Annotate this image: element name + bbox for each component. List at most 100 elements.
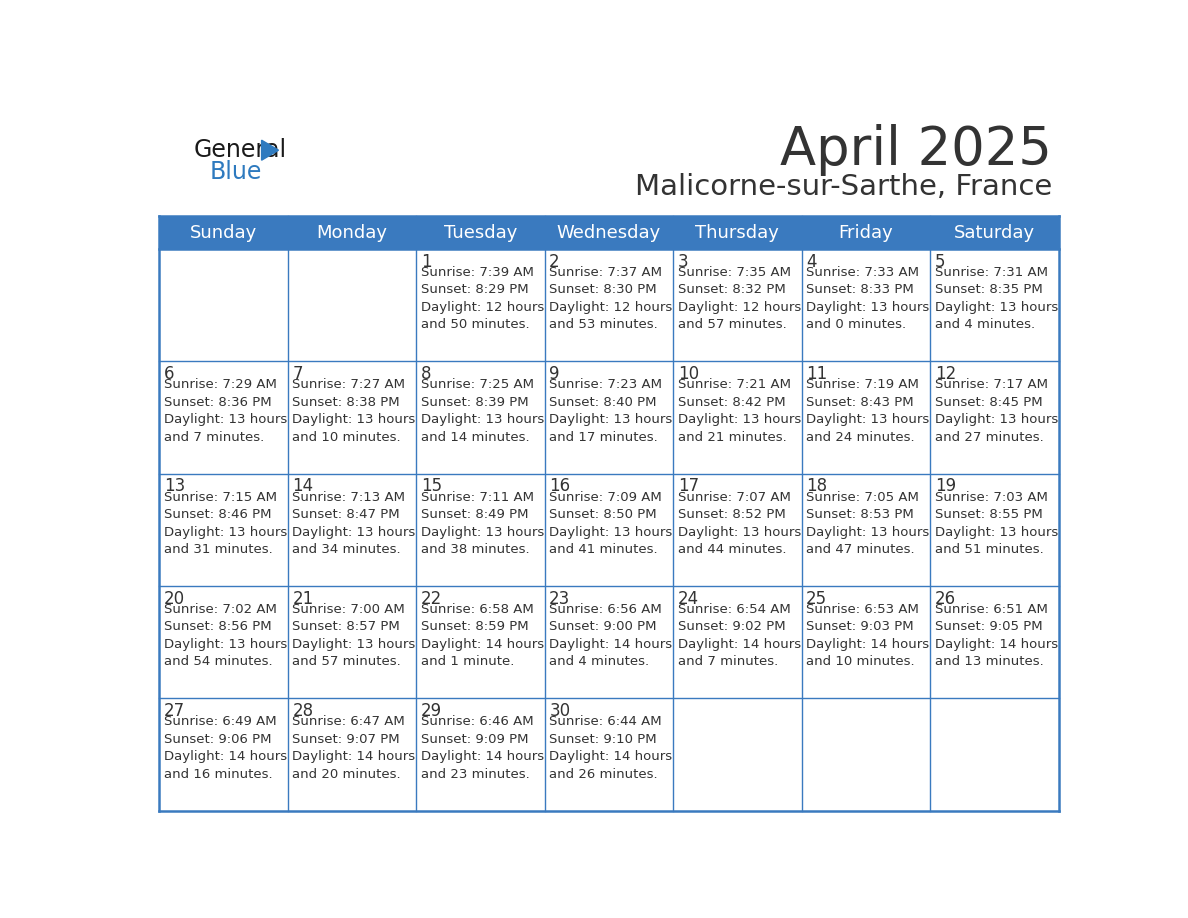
Text: 11: 11 <box>807 365 827 383</box>
Polygon shape <box>261 140 278 161</box>
Text: 28: 28 <box>292 702 314 721</box>
Text: General: General <box>194 139 287 162</box>
Text: Sunrise: 7:07 AM
Sunset: 8:52 PM
Daylight: 13 hours
and 44 minutes.: Sunrise: 7:07 AM Sunset: 8:52 PM Dayligh… <box>677 490 801 556</box>
Text: Sunrise: 6:47 AM
Sunset: 9:07 PM
Daylight: 14 hours
and 20 minutes.: Sunrise: 6:47 AM Sunset: 9:07 PM Dayligh… <box>292 715 416 781</box>
Text: 2: 2 <box>549 252 560 271</box>
Bar <box>159 217 287 249</box>
Text: Thursday: Thursday <box>695 224 779 241</box>
Bar <box>930 361 1059 474</box>
Bar <box>930 474 1059 586</box>
Text: Sunrise: 7:29 AM
Sunset: 8:36 PM
Daylight: 13 hours
and 7 minutes.: Sunrise: 7:29 AM Sunset: 8:36 PM Dayligh… <box>164 378 287 443</box>
Bar <box>930 699 1059 811</box>
Text: Sunrise: 6:49 AM
Sunset: 9:06 PM
Daylight: 14 hours
and 16 minutes.: Sunrise: 6:49 AM Sunset: 9:06 PM Dayligh… <box>164 715 287 781</box>
Text: Saturday: Saturday <box>954 224 1035 241</box>
Text: Sunrise: 7:09 AM
Sunset: 8:50 PM
Daylight: 13 hours
and 41 minutes.: Sunrise: 7:09 AM Sunset: 8:50 PM Dayligh… <box>549 490 672 556</box>
Bar <box>544 699 674 811</box>
Text: Sunrise: 7:17 AM
Sunset: 8:45 PM
Daylight: 13 hours
and 27 minutes.: Sunrise: 7:17 AM Sunset: 8:45 PM Dayligh… <box>935 378 1059 443</box>
Text: Sunday: Sunday <box>190 224 257 241</box>
Text: 3: 3 <box>677 252 688 271</box>
Bar <box>930 217 1059 249</box>
Bar <box>544 586 674 699</box>
Bar <box>287 586 416 699</box>
Text: Sunrise: 7:21 AM
Sunset: 8:42 PM
Daylight: 13 hours
and 21 minutes.: Sunrise: 7:21 AM Sunset: 8:42 PM Dayligh… <box>677 378 801 443</box>
Bar <box>674 249 802 361</box>
Text: Sunrise: 7:27 AM
Sunset: 8:38 PM
Daylight: 13 hours
and 10 minutes.: Sunrise: 7:27 AM Sunset: 8:38 PM Dayligh… <box>292 378 416 443</box>
Bar <box>159 249 287 361</box>
Text: Sunrise: 6:51 AM
Sunset: 9:05 PM
Daylight: 14 hours
and 13 minutes.: Sunrise: 6:51 AM Sunset: 9:05 PM Dayligh… <box>935 603 1057 668</box>
Bar <box>544 217 674 249</box>
Text: April 2025: April 2025 <box>781 124 1053 176</box>
Bar <box>159 586 287 699</box>
Text: 17: 17 <box>677 477 699 496</box>
Text: 14: 14 <box>292 477 314 496</box>
Bar <box>416 699 544 811</box>
Text: 18: 18 <box>807 477 827 496</box>
Text: Sunrise: 7:31 AM
Sunset: 8:35 PM
Daylight: 13 hours
and 4 minutes.: Sunrise: 7:31 AM Sunset: 8:35 PM Dayligh… <box>935 265 1059 331</box>
Text: 9: 9 <box>549 365 560 383</box>
Text: Tuesday: Tuesday <box>443 224 517 241</box>
Bar <box>674 361 802 474</box>
Bar <box>674 586 802 699</box>
Bar <box>416 249 544 361</box>
Text: 30: 30 <box>549 702 570 721</box>
Text: Sunrise: 7:00 AM
Sunset: 8:57 PM
Daylight: 13 hours
and 57 minutes.: Sunrise: 7:00 AM Sunset: 8:57 PM Dayligh… <box>292 603 416 668</box>
Bar <box>802 474 930 586</box>
Text: 26: 26 <box>935 590 956 608</box>
Text: Monday: Monday <box>316 224 387 241</box>
Text: Sunrise: 7:15 AM
Sunset: 8:46 PM
Daylight: 13 hours
and 31 minutes.: Sunrise: 7:15 AM Sunset: 8:46 PM Dayligh… <box>164 490 287 556</box>
Text: 4: 4 <box>807 252 816 271</box>
Text: Sunrise: 6:53 AM
Sunset: 9:03 PM
Daylight: 14 hours
and 10 minutes.: Sunrise: 6:53 AM Sunset: 9:03 PM Dayligh… <box>807 603 929 668</box>
Bar <box>802 586 930 699</box>
Bar <box>802 361 930 474</box>
Text: 8: 8 <box>421 365 431 383</box>
Text: Blue: Blue <box>209 160 261 184</box>
Text: Sunrise: 7:19 AM
Sunset: 8:43 PM
Daylight: 13 hours
and 24 minutes.: Sunrise: 7:19 AM Sunset: 8:43 PM Dayligh… <box>807 378 929 443</box>
Bar <box>159 361 287 474</box>
Bar <box>287 249 416 361</box>
Bar <box>802 249 930 361</box>
Text: 24: 24 <box>677 590 699 608</box>
Bar <box>287 474 416 586</box>
Text: 7: 7 <box>292 365 303 383</box>
Text: Sunrise: 6:54 AM
Sunset: 9:02 PM
Daylight: 14 hours
and 7 minutes.: Sunrise: 6:54 AM Sunset: 9:02 PM Dayligh… <box>677 603 801 668</box>
Bar <box>544 249 674 361</box>
Bar <box>802 217 930 249</box>
Text: 15: 15 <box>421 477 442 496</box>
Bar <box>416 217 544 249</box>
Text: Sunrise: 6:58 AM
Sunset: 8:59 PM
Daylight: 14 hours
and 1 minute.: Sunrise: 6:58 AM Sunset: 8:59 PM Dayligh… <box>421 603 544 668</box>
Text: 5: 5 <box>935 252 946 271</box>
Bar <box>416 474 544 586</box>
Text: Sunrise: 7:03 AM
Sunset: 8:55 PM
Daylight: 13 hours
and 51 minutes.: Sunrise: 7:03 AM Sunset: 8:55 PM Dayligh… <box>935 490 1059 556</box>
Bar <box>416 586 544 699</box>
Text: Sunrise: 7:13 AM
Sunset: 8:47 PM
Daylight: 13 hours
and 34 minutes.: Sunrise: 7:13 AM Sunset: 8:47 PM Dayligh… <box>292 490 416 556</box>
Bar <box>930 586 1059 699</box>
Bar <box>544 474 674 586</box>
Text: 10: 10 <box>677 365 699 383</box>
Text: Wednesday: Wednesday <box>557 224 661 241</box>
Bar <box>544 361 674 474</box>
Text: Sunrise: 6:56 AM
Sunset: 9:00 PM
Daylight: 14 hours
and 4 minutes.: Sunrise: 6:56 AM Sunset: 9:00 PM Dayligh… <box>549 603 672 668</box>
Text: Sunrise: 6:44 AM
Sunset: 9:10 PM
Daylight: 14 hours
and 26 minutes.: Sunrise: 6:44 AM Sunset: 9:10 PM Dayligh… <box>549 715 672 781</box>
Bar <box>674 474 802 586</box>
Bar <box>287 699 416 811</box>
Bar <box>802 699 930 811</box>
Text: 19: 19 <box>935 477 956 496</box>
Text: 22: 22 <box>421 590 442 608</box>
Bar <box>674 699 802 811</box>
Text: Sunrise: 7:11 AM
Sunset: 8:49 PM
Daylight: 13 hours
and 38 minutes.: Sunrise: 7:11 AM Sunset: 8:49 PM Dayligh… <box>421 490 544 556</box>
Text: 16: 16 <box>549 477 570 496</box>
Text: 1: 1 <box>421 252 431 271</box>
Bar <box>159 699 287 811</box>
Bar <box>930 249 1059 361</box>
Text: 13: 13 <box>164 477 185 496</box>
Text: 29: 29 <box>421 702 442 721</box>
Bar <box>416 361 544 474</box>
Text: 12: 12 <box>935 365 956 383</box>
Bar <box>674 217 802 249</box>
Bar <box>159 474 287 586</box>
Text: Sunrise: 7:25 AM
Sunset: 8:39 PM
Daylight: 13 hours
and 14 minutes.: Sunrise: 7:25 AM Sunset: 8:39 PM Dayligh… <box>421 378 544 443</box>
Text: Sunrise: 7:33 AM
Sunset: 8:33 PM
Daylight: 13 hours
and 0 minutes.: Sunrise: 7:33 AM Sunset: 8:33 PM Dayligh… <box>807 265 929 331</box>
Text: Sunrise: 7:39 AM
Sunset: 8:29 PM
Daylight: 12 hours
and 50 minutes.: Sunrise: 7:39 AM Sunset: 8:29 PM Dayligh… <box>421 265 544 331</box>
Text: Sunrise: 7:02 AM
Sunset: 8:56 PM
Daylight: 13 hours
and 54 minutes.: Sunrise: 7:02 AM Sunset: 8:56 PM Dayligh… <box>164 603 287 668</box>
Text: Sunrise: 7:23 AM
Sunset: 8:40 PM
Daylight: 13 hours
and 17 minutes.: Sunrise: 7:23 AM Sunset: 8:40 PM Dayligh… <box>549 378 672 443</box>
